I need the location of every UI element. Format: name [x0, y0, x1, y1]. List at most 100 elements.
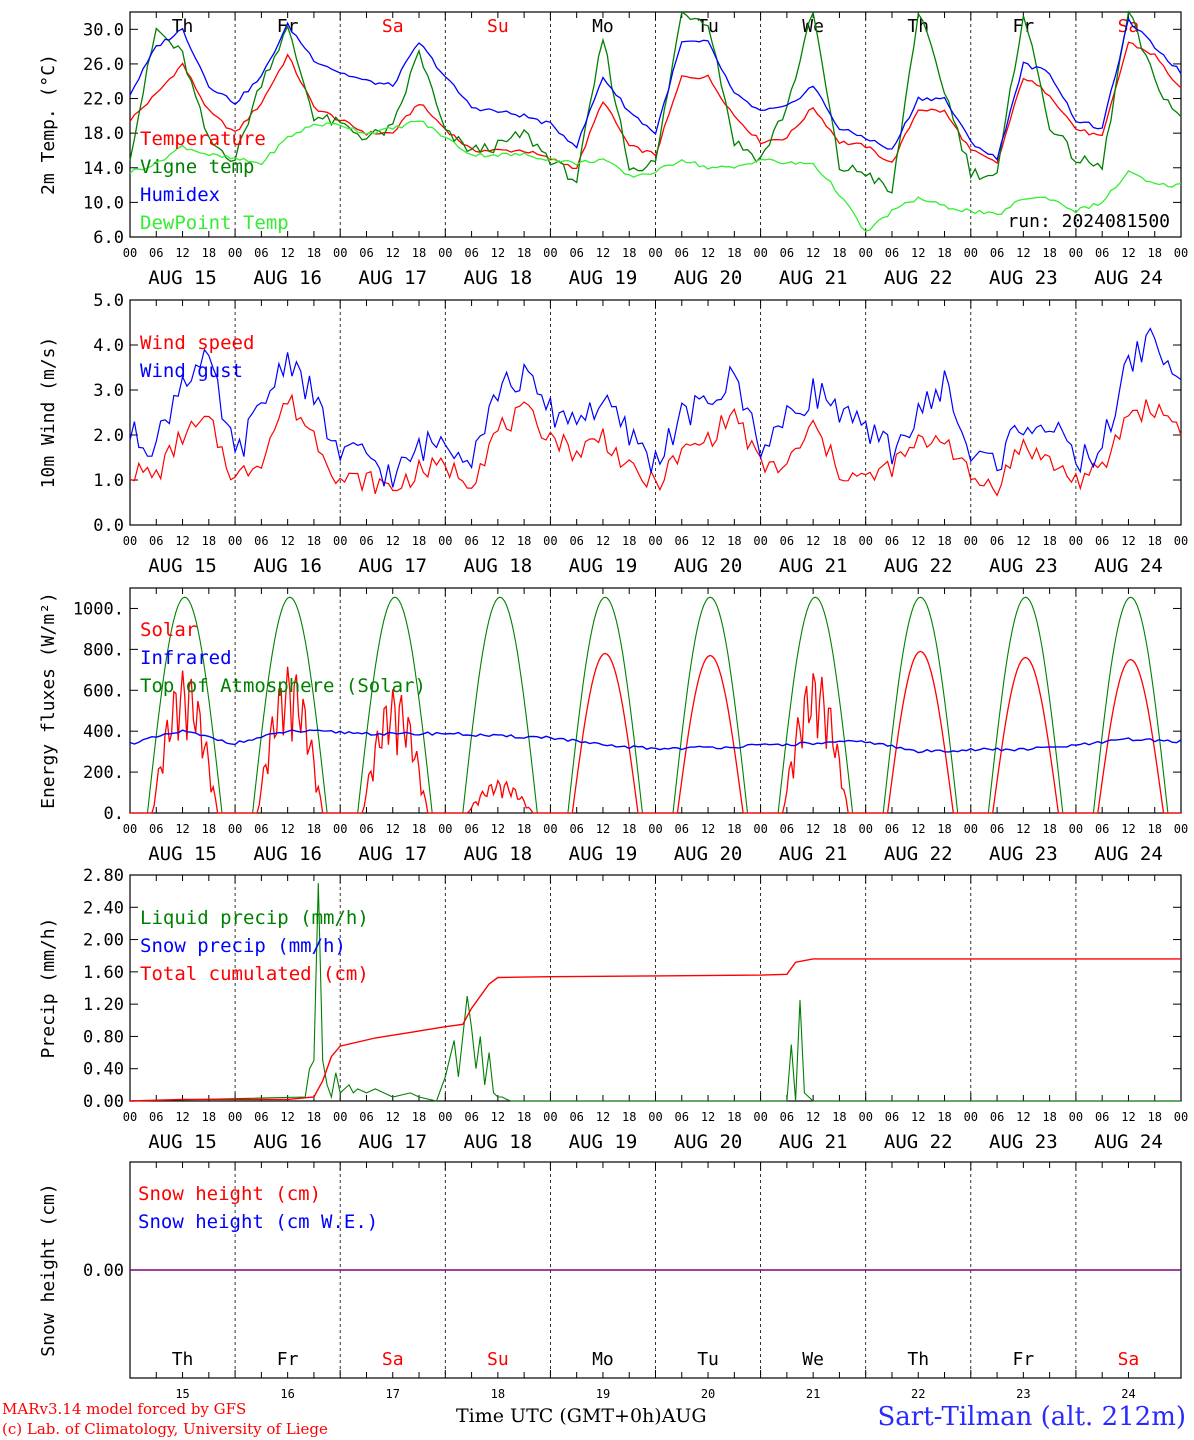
hour-tick-label: 00 [1174, 1110, 1188, 1124]
hour-tick-label: 12 [1016, 822, 1030, 836]
hour-tick-label: 00 [1174, 246, 1188, 260]
hour-tick-label: 06 [359, 246, 373, 260]
series-infrared [129, 729, 1182, 754]
hour-tick-label: 06 [254, 822, 268, 836]
date-label: AUG 22 [884, 843, 953, 865]
day-number: 17 [386, 1387, 400, 1401]
hour-tick-label: 06 [464, 822, 478, 836]
hour-tick-label: 06 [990, 822, 1004, 836]
hour-tick-label: 06 [675, 822, 689, 836]
hour-tick-label: 00 [753, 534, 767, 548]
hour-tick-label: 18 [517, 246, 531, 260]
day-number: 22 [911, 1387, 925, 1401]
hour-tick-label: 18 [1147, 822, 1161, 836]
day-label: Tu [697, 1349, 719, 1370]
hour-tick-label: 18 [937, 534, 951, 548]
hour-tick-label: 00 [123, 534, 137, 548]
y-tick-label: 1.0 [93, 471, 124, 491]
hour-tick-label: 18 [202, 1110, 216, 1124]
hour-tick-label: 00 [1069, 822, 1083, 836]
date-label: AUG 22 [884, 1131, 953, 1153]
hour-tick-label: 06 [569, 246, 583, 260]
model-credit: MARv3.14 model forced by GFS [2, 1400, 247, 1418]
day-number: 20 [701, 1387, 715, 1401]
hour-tick-label: 12 [1016, 246, 1030, 260]
hour-tick-label: 18 [1147, 1110, 1161, 1124]
y-tick-label: 4.0 [93, 336, 124, 356]
hour-tick-label: 00 [123, 822, 137, 836]
legend-entry: Vigne temp [140, 156, 254, 178]
day-number: 24 [1121, 1387, 1135, 1401]
day-label: Fr [1013, 1349, 1035, 1370]
hour-tick-label: 00 [543, 246, 557, 260]
hour-tick-label: 18 [622, 246, 636, 260]
hour-tick-label: 00 [648, 1110, 662, 1124]
y-tick-label: 2.40 [83, 898, 124, 918]
series-dewpoint-temp [129, 120, 1182, 232]
hour-tick-label: 18 [1147, 246, 1161, 260]
hour-tick-label: 18 [202, 822, 216, 836]
hour-tick-label: 18 [727, 1110, 741, 1124]
day-number: 18 [491, 1387, 505, 1401]
date-label: AUG 22 [884, 267, 953, 289]
y-tick-label: 5.0 [93, 291, 124, 311]
hour-tick-label: 18 [832, 246, 846, 260]
hour-tick-label: 12 [806, 246, 820, 260]
day-label: We [802, 16, 824, 37]
hour-tick-label: 12 [911, 1110, 925, 1124]
y-tick-label: 2.80 [83, 866, 124, 886]
hour-tick-label: 00 [228, 822, 242, 836]
date-label: AUG 15 [148, 1131, 217, 1153]
date-label: AUG 15 [148, 555, 217, 577]
hour-tick-label: 00 [753, 246, 767, 260]
legend-entry: Snow precip (mm/h) [140, 935, 346, 957]
hour-tick-label: 12 [386, 246, 400, 260]
y-tick-label: 0.00 [83, 1092, 124, 1112]
series-wind-gust [129, 327, 1182, 488]
y-tick-label: 1.20 [83, 995, 124, 1015]
hour-tick-label: 00 [1174, 822, 1188, 836]
hour-tick-label: 18 [937, 822, 951, 836]
series-vigne-temp [129, 10, 1182, 194]
hour-tick-label: 06 [359, 534, 373, 548]
date-label: AUG 20 [674, 555, 743, 577]
hour-tick-label: 12 [386, 1110, 400, 1124]
hour-tick-label: 18 [202, 246, 216, 260]
y-tick-label: 10.0 [83, 193, 124, 213]
hour-tick-label: 18 [937, 246, 951, 260]
hour-tick-label: 06 [780, 1110, 794, 1124]
hour-tick-label: 12 [280, 534, 294, 548]
day-label: Th [907, 1349, 929, 1370]
day-label: Fr [1013, 16, 1035, 37]
y-tick-label: 6.0 [93, 228, 124, 248]
legend-entry: Solar [140, 619, 197, 641]
date-label: AUG 17 [358, 555, 427, 577]
hour-tick-label: 00 [333, 822, 347, 836]
date-label: AUG 20 [674, 267, 743, 289]
hour-tick-label: 00 [228, 1110, 242, 1124]
date-label: AUG 20 [674, 843, 743, 865]
hour-tick-label: 12 [491, 1110, 505, 1124]
hour-tick-label: 06 [254, 246, 268, 260]
legend-entry: Humidex [140, 184, 220, 206]
hour-tick-label: 06 [990, 1110, 1004, 1124]
hour-tick-label: 06 [675, 534, 689, 548]
hour-tick-label: 12 [280, 822, 294, 836]
hour-tick-label: 18 [412, 1110, 426, 1124]
hour-tick-label: 18 [412, 534, 426, 548]
series-total-cumulated [129, 958, 1181, 1102]
hour-tick-label: 06 [675, 1110, 689, 1124]
hour-tick-label: 12 [1121, 1110, 1135, 1124]
date-label: AUG 24 [1094, 555, 1163, 577]
hour-tick-label: 12 [596, 822, 610, 836]
day-label: Mo [592, 1349, 614, 1370]
hour-tick-label: 18 [307, 534, 321, 548]
y-tick-label: 200. [83, 763, 124, 783]
hour-tick-label: 06 [885, 246, 899, 260]
date-label: AUG 23 [989, 267, 1058, 289]
date-label: AUG 19 [569, 267, 638, 289]
hour-tick-label: 06 [990, 246, 1004, 260]
y-axis-label: 2m Temp. (°C) [38, 54, 59, 195]
hour-tick-label: 00 [438, 1110, 452, 1124]
hour-tick-label: 18 [727, 534, 741, 548]
